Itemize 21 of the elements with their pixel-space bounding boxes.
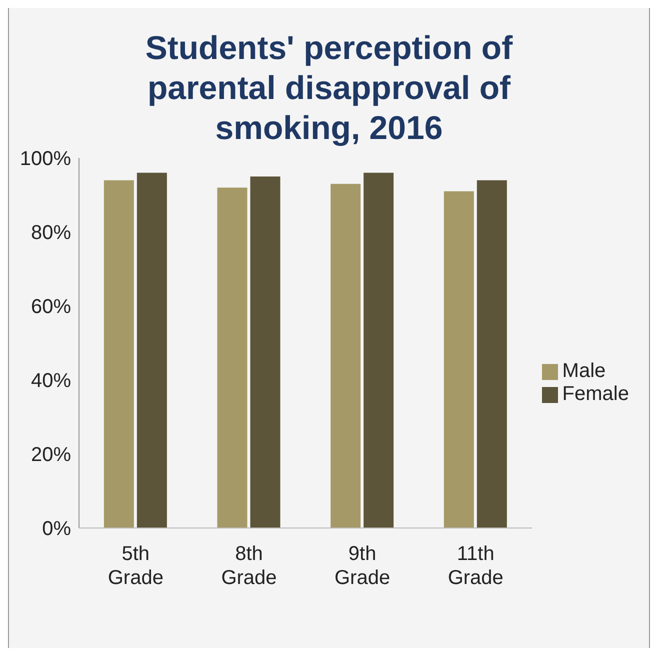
y-tick-label: 20%	[30, 444, 72, 466]
y-tick-label: 100%	[20, 148, 72, 170]
legend-label: Male	[562, 360, 606, 382]
chart-title: Students' perception of parental disapproval of smoking, 2016	[144, 28, 514, 148]
y-tick-label: 40%	[30, 370, 72, 392]
x-tick-label: 11th Grade	[448, 543, 504, 589]
bar	[476, 180, 507, 528]
bar	[104, 180, 134, 528]
x-tick-label: 8th Grade	[221, 543, 277, 589]
x-tick-label: 5th Grade	[108, 543, 164, 589]
bar	[136, 172, 167, 528]
y-tick-label: 80%	[30, 222, 72, 244]
bar	[444, 191, 474, 528]
x-tick-label: 9th Grade	[334, 543, 390, 589]
bar	[250, 176, 280, 528]
y-tick-label: 0%	[42, 518, 72, 540]
y-tick-label: 60%	[30, 296, 72, 318]
legend-label: Female	[562, 383, 629, 405]
bar	[330, 184, 361, 528]
bar	[217, 188, 248, 528]
bar	[364, 172, 394, 528]
